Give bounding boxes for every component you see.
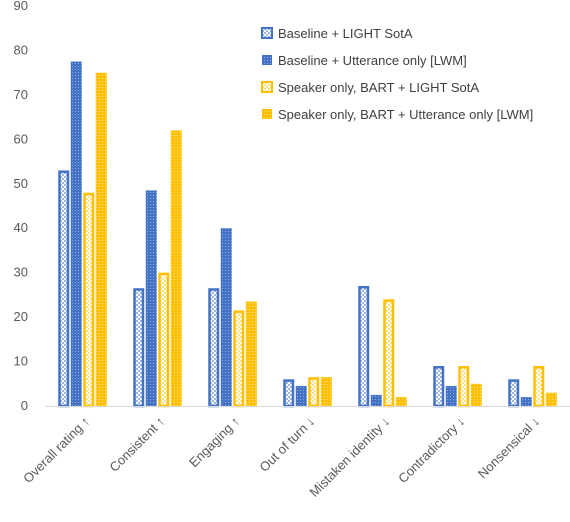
bar-baseline-utterance-only-lwm-contradictory (445, 386, 457, 406)
bar-speaker-only-bart-light-sota-consistent (158, 272, 170, 408)
bar-baseline-light-sota-overall-rating (58, 170, 70, 408)
bar-speaker-only-bart-utterance-only-lwm-mistaken-identity (395, 397, 407, 406)
legend-swatch-baseline-utterance-only-lwm (262, 55, 272, 65)
legend-swatch-speaker-only-bart-utterance-only-lwm (262, 109, 272, 119)
bar-baseline-light-sota-mistaken-identity (358, 286, 370, 408)
legend-swatch-baseline-light-sota (261, 27, 273, 39)
bar-speaker-only-bart-utterance-only-lwm-consistent (170, 130, 182, 406)
x-tick-label-mistaken-identity: Mistaken identity ↓ (306, 414, 392, 500)
bar-baseline-utterance-only-lwm-out-of-turn (295, 386, 307, 406)
bar-baseline-utterance-only-lwm-consistent (145, 190, 157, 406)
bar-baseline-utterance-only-lwm-overall-rating (70, 61, 82, 407)
x-tick-label-consistent: Consistent ↑ (106, 414, 167, 475)
y-tick-label: 30 (14, 265, 28, 280)
bar-speaker-only-bart-utterance-only-lwm-contradictory (470, 383, 482, 406)
bar-speaker-only-bart-light-sota-engaging (233, 310, 245, 408)
y-tick-label: 20 (14, 309, 28, 324)
x-tick-label-contradictory: Contradictory ↓ (395, 414, 467, 486)
y-tick-label: 10 (14, 354, 28, 369)
legend-label-speaker-only-bart-utterance-only-lwm: Speaker only, BART + Utterance only [LWM… (278, 107, 533, 122)
legend-label-baseline-utterance-only-lwm: Baseline + Utterance only [LWM] (278, 53, 467, 68)
bar-speaker-only-bart-light-sota-nonsensical (533, 366, 545, 408)
bar-baseline-light-sota-consistent (133, 288, 145, 408)
x-tick-label-engaging: Engaging ↑ (186, 414, 243, 471)
bar-speaker-only-bart-utterance-only-lwm-overall-rating (95, 72, 107, 407)
bar-speaker-only-bart-light-sota-contradictory (458, 366, 470, 408)
bar-baseline-utterance-only-lwm-engaging (220, 228, 232, 406)
x-tick-label-nonsensical: Nonsensical ↓ (475, 414, 543, 482)
bar-baseline-light-sota-out-of-turn (283, 379, 295, 408)
legend-label-baseline-light-sota: Baseline + LIGHT SotA (278, 26, 413, 41)
bar-baseline-utterance-only-lwm-mistaken-identity (370, 394, 382, 406)
bar-speaker-only-bart-light-sota-out-of-turn (308, 377, 320, 408)
bar-speaker-only-bart-light-sota-overall-rating (83, 192, 95, 408)
x-tick-label-overall-rating: Overall rating ↑ (20, 414, 92, 486)
bar-speaker-only-bart-utterance-only-lwm-out-of-turn (320, 377, 332, 406)
x-tick-label-out-of-turn: Out of turn ↓ (256, 414, 317, 475)
legend-swatch-speaker-only-bart-light-sota (261, 81, 273, 93)
y-tick-label: 90 (14, 0, 28, 13)
legend-label-speaker-only-bart-light-sota: Speaker only, BART + LIGHT SotA (278, 80, 479, 95)
y-tick-label: 0 (21, 398, 28, 413)
bar-baseline-light-sota-contradictory (433, 366, 445, 408)
bar-baseline-utterance-only-lwm-nonsensical (520, 397, 532, 406)
y-tick-label: 50 (14, 176, 28, 191)
bars-group (58, 61, 557, 408)
y-tick-label: 40 (14, 220, 28, 235)
y-axis: 0 10 20 30 40 50 60 70 80 90 (14, 0, 28, 413)
y-tick-label: 80 (14, 42, 28, 57)
legend: Baseline + LIGHT SotA Baseline + Utteranc… (261, 26, 533, 122)
bar-speaker-only-bart-utterance-only-lwm-engaging (245, 301, 257, 406)
bar-speaker-only-bart-light-sota-mistaken-identity (383, 299, 395, 408)
y-tick-label: 70 (14, 87, 28, 102)
bar-baseline-light-sota-engaging (208, 288, 220, 408)
bar-speaker-only-bart-utterance-only-lwm-nonsensical (545, 392, 557, 406)
x-axis: Overall rating ↑ Consistent ↑ Engaging ↑ Ou… (20, 414, 542, 500)
y-tick-label: 60 (14, 131, 28, 146)
bar-baseline-light-sota-nonsensical (508, 379, 520, 408)
